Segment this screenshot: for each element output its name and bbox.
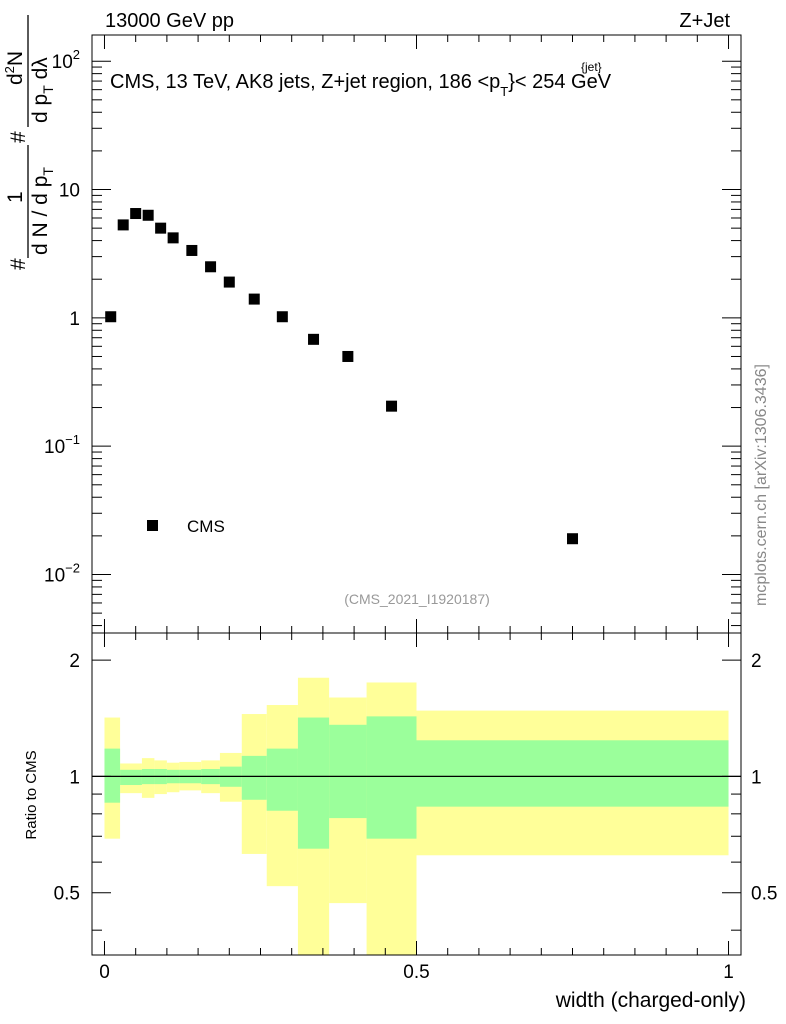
data-point-10	[276, 311, 288, 323]
main-frame	[91, 34, 742, 634]
inner-band-bin-1	[120, 769, 142, 786]
data-point-5	[167, 232, 179, 244]
main-ytick-label-exp: −1	[65, 432, 80, 447]
ratio-xtick-label-1: 0.5	[403, 962, 429, 983]
ratio-ytick-label-left-0: 0.5	[54, 884, 80, 905]
ratio-ytick-label-right-0: 0.5	[751, 884, 777, 905]
analysis-watermark: (CMS_2021_I1920187)	[344, 591, 490, 607]
data-point-1	[117, 219, 129, 231]
legend-label: CMS	[187, 517, 225, 536]
main-ytick-label-exp: −2	[65, 560, 80, 575]
main-data-markers	[105, 208, 579, 545]
main-title-sub: T	[500, 84, 508, 99]
ylabel-den-sub: T	[40, 167, 56, 176]
ylabel-den: d N / d pT	[29, 167, 56, 255]
data-point-11	[308, 333, 320, 345]
ylabel-frac2-den-main: d p	[29, 94, 52, 123]
data-point-2	[130, 208, 142, 220]
inner-band-bin-0	[104, 748, 121, 803]
side-credit-label: mcplots.cern.ch [arXiv:1306.3436]	[753, 364, 770, 606]
data-point-13	[386, 400, 398, 412]
ratio-ytick-label-left-1: 1	[69, 767, 80, 788]
inner-band-bin-9	[266, 748, 298, 811]
ratio-panel: 0.5 0.5 1 1 2 2 0 0.5 1 Ratio to CMS width (char…	[23, 632, 777, 1012]
ylabel-hash-mid: #	[7, 131, 30, 143]
main-title-sup: {jet}	[581, 60, 602, 74]
main-ytick-label-base: 10	[52, 52, 73, 73]
ratio-xtick-label-0: 0	[99, 962, 110, 983]
main-ytick-label-base: 10	[44, 437, 65, 458]
inner-band-bin-10	[297, 717, 330, 849]
data-point-8	[223, 276, 235, 288]
ylabel-frac2-num-n: N	[4, 51, 27, 66]
ylabel-frac2-num-d: d	[4, 73, 27, 85]
inner-band-bin-8	[241, 755, 267, 800]
ylabel-hash-left: #	[7, 258, 30, 270]
inner-band-bin-13	[416, 740, 729, 807]
main-ytick-label-base: 10	[44, 565, 65, 586]
main-ytick-label-2: 1	[69, 309, 80, 330]
data-point-0	[105, 311, 117, 323]
ratio-ytick-label-left-2: 2	[69, 651, 80, 672]
ratio-ytick-label-right-1: 1	[751, 767, 762, 788]
main-title-tail: }< 254 GeV	[508, 71, 612, 93]
main-ytick-label-4: 102	[52, 47, 80, 73]
data-point-6	[186, 244, 198, 256]
main-title: CMS, 13 TeV, AK8 jets, Z+jet region, 186…	[110, 71, 612, 99]
header-right-label: Z+Jet	[679, 10, 730, 32]
header-left-label: 13000 GeV pp	[105, 10, 234, 32]
main-ytick-label-1: 10−1	[44, 432, 80, 458]
ratio-ylabel: Ratio to CMS	[23, 750, 40, 839]
main-ytick-label-exp: 2	[73, 47, 80, 62]
inner-band-bin-12	[366, 716, 417, 839]
ylabel-frac2-num-sup: 2	[2, 66, 17, 73]
ratio-xtick-label-2: 1	[723, 962, 734, 983]
data-point-9	[248, 293, 260, 305]
main-title-text: CMS, 13 TeV, AK8 jets, Z+jet region, 186…	[110, 71, 500, 93]
inner-band-bin-11	[329, 724, 367, 819]
ylabel-frac2-den-sub: T	[40, 85, 56, 94]
ylabel-frac2-den-tail: dλ	[29, 57, 52, 86]
data-point-12	[342, 350, 354, 362]
main-ytick-label-3: 10	[59, 181, 80, 202]
ratio-axes: 0.5 0.5 1 1 2 2 0 0.5 1	[54, 632, 777, 983]
main-ylabel: # 1 d N / d pT # d2N d pT dλ	[2, 15, 56, 270]
main-ytick-label-0: 10−2	[44, 560, 80, 586]
legend-marker	[147, 520, 158, 531]
data-point-3	[142, 209, 154, 221]
ylabel-den-main: d N / d p	[29, 176, 52, 255]
ylabel-one: 1	[4, 191, 27, 203]
ylabel-frac2-den: d pT dλ	[29, 57, 56, 123]
ylabel-frac2-num: d2N	[2, 51, 27, 85]
data-point-14	[567, 533, 579, 545]
ratio-ytick-label-right-2: 2	[751, 651, 762, 672]
data-point-4	[155, 222, 167, 234]
ratio-xlabel: width (charged-only)	[555, 989, 746, 1012]
ratio-inner-band	[104, 716, 729, 849]
data-point-7	[205, 261, 217, 273]
